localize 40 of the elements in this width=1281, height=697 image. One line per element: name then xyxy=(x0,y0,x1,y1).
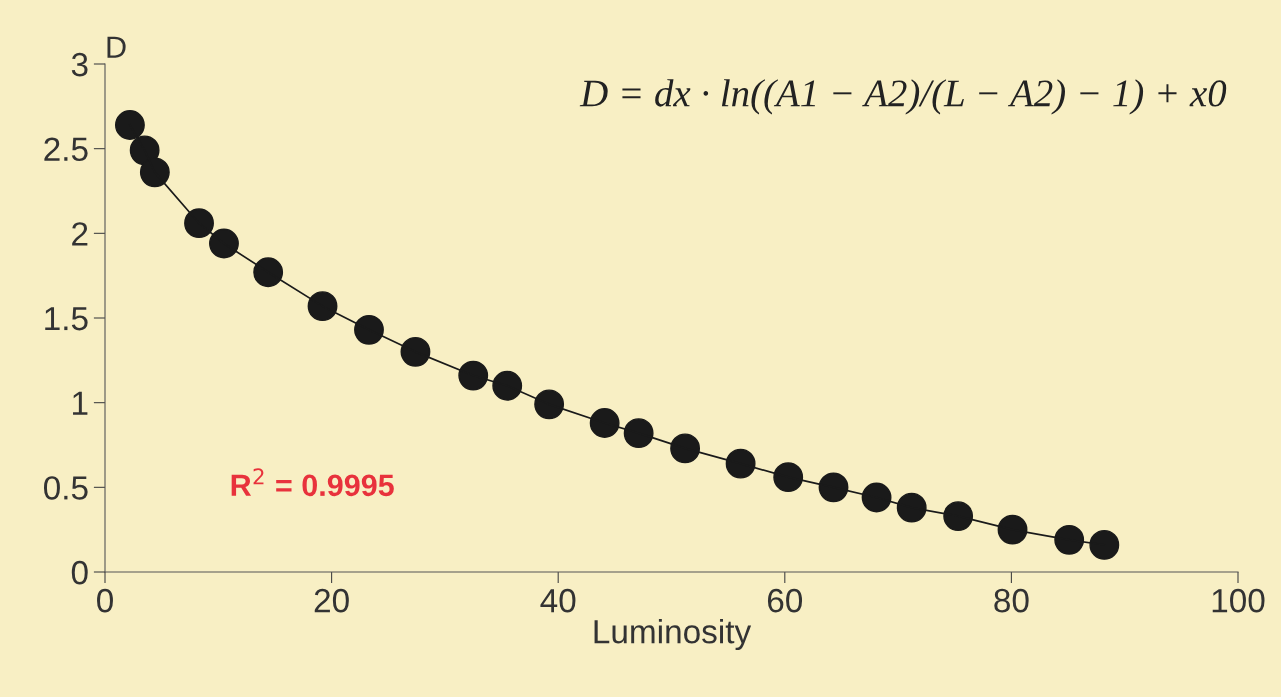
point xyxy=(773,462,804,493)
point xyxy=(307,291,338,322)
x-tick-label: 80 xyxy=(994,588,1029,613)
point xyxy=(1054,524,1085,555)
point xyxy=(400,336,431,367)
x-tick-label: 100 xyxy=(1212,588,1265,613)
x-axis-title: Luminosity xyxy=(594,619,752,651)
y-tick-label: 1 xyxy=(73,391,88,415)
point xyxy=(209,228,239,259)
x-tick-label: 40 xyxy=(540,588,576,613)
point xyxy=(589,408,620,438)
x-tick-label: 0 xyxy=(97,588,113,613)
annotation: R$^{2}$ = 0.9995 xyxy=(231,468,394,497)
point xyxy=(184,208,214,239)
annotation: D = dx · ln((A1 − A2)/(L − A2) − 1) + x0 xyxy=(579,79,1227,115)
y-tick-label: 3 xyxy=(71,52,88,77)
y-tick-label: 0.5 xyxy=(44,476,88,500)
point xyxy=(458,360,489,391)
point xyxy=(534,389,565,420)
y-tick-label: 2 xyxy=(72,222,88,246)
point xyxy=(623,418,654,449)
point xyxy=(997,514,1028,545)
y-tick-label: 2.5 xyxy=(44,137,88,162)
point xyxy=(861,482,892,513)
x-tick-label: 60 xyxy=(767,588,803,613)
point xyxy=(818,472,849,503)
y-tick-label: 1.5 xyxy=(45,307,88,331)
point xyxy=(354,314,384,345)
point xyxy=(896,492,927,523)
point xyxy=(670,433,701,464)
y-axis-title: D xyxy=(107,36,126,58)
y-tick-label: 0 xyxy=(71,560,88,585)
x-tick-label: 20 xyxy=(314,588,349,613)
point xyxy=(943,501,974,532)
point xyxy=(139,157,170,188)
point xyxy=(492,370,523,401)
point xyxy=(114,110,145,140)
point xyxy=(725,448,756,479)
point xyxy=(253,257,284,288)
point xyxy=(1089,529,1120,560)
